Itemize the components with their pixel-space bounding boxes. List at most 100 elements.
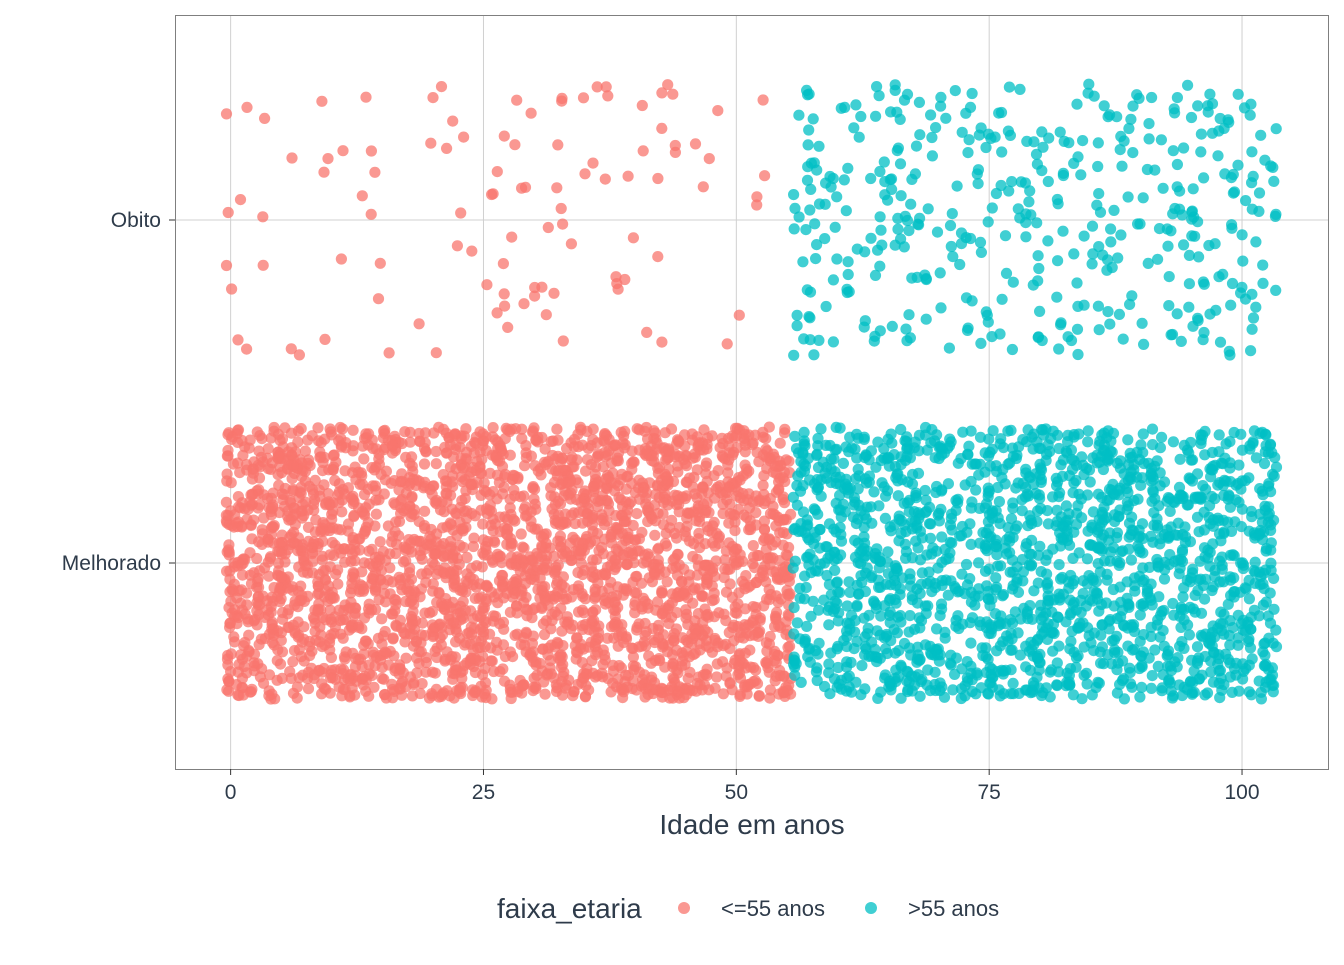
data-point: [1213, 515, 1224, 526]
data-point: [660, 427, 671, 438]
data-point: [557, 465, 568, 476]
data-point: [431, 446, 442, 457]
data-point: [731, 476, 742, 487]
data-point: [327, 506, 338, 517]
data-point: [369, 167, 380, 178]
data-point: [224, 549, 235, 560]
data-point: [1225, 615, 1236, 626]
data-point: [779, 427, 790, 438]
data-point: [915, 554, 926, 565]
data-point: [400, 555, 411, 566]
data-point: [1155, 632, 1166, 643]
data-point: [729, 525, 740, 536]
data-point: [870, 111, 881, 122]
data-point: [1119, 468, 1130, 479]
data-point: [812, 649, 823, 660]
data-point: [779, 572, 790, 583]
data-point: [823, 667, 834, 678]
data-point: [727, 541, 738, 552]
data-point: [1047, 491, 1058, 502]
data-point: [1192, 641, 1203, 652]
data-point: [390, 599, 401, 610]
data-point: [1134, 691, 1145, 702]
data-point: [575, 639, 586, 650]
data-point: [373, 448, 384, 459]
data-point: [900, 553, 911, 564]
data-point: [342, 673, 353, 684]
data-point: [288, 460, 299, 471]
data-point: [316, 523, 327, 534]
data-point: [935, 677, 946, 688]
data-point: [896, 459, 907, 470]
data-point: [903, 309, 914, 320]
data-point: [812, 566, 823, 577]
data-point: [404, 567, 415, 578]
data-point: [549, 607, 560, 618]
data-point: [452, 240, 463, 251]
data-point: [477, 561, 488, 572]
data-point: [910, 168, 921, 179]
data-point: [543, 222, 554, 233]
data-point: [922, 445, 933, 456]
data-point: [1042, 235, 1053, 246]
data-point: [507, 591, 518, 602]
data-point: [433, 691, 444, 702]
data-point: [946, 513, 957, 524]
data-point: [1137, 472, 1148, 483]
data-point: [1245, 345, 1256, 356]
data-point: [935, 441, 946, 452]
data-point: [850, 677, 861, 688]
data-point: [1154, 223, 1165, 234]
data-point: [359, 489, 370, 500]
data-point: [997, 294, 1008, 305]
data-point: [895, 424, 906, 435]
data-point: [792, 320, 803, 331]
data-point: [609, 440, 620, 451]
data-point: [920, 485, 931, 496]
data-point: [336, 441, 347, 452]
data-point: [456, 453, 467, 464]
data-point: [1024, 600, 1035, 611]
data-point: [315, 451, 326, 462]
data-point: [773, 620, 784, 631]
data-point: [316, 667, 327, 678]
data-point: [656, 123, 667, 134]
data-point: [914, 612, 925, 623]
data-point: [921, 680, 932, 691]
data-point: [391, 621, 402, 632]
data-point: [909, 442, 920, 453]
data-point: [599, 519, 610, 530]
data-point: [1254, 187, 1265, 198]
data-point: [1104, 319, 1115, 330]
data-point: [545, 662, 556, 673]
data-point: [850, 99, 861, 110]
data-point: [915, 691, 926, 702]
data-point: [1265, 674, 1276, 685]
data-point: [831, 191, 842, 202]
data-point: [427, 667, 438, 678]
data-point: [518, 543, 529, 554]
data-point: [1213, 653, 1224, 664]
data-point: [937, 580, 948, 591]
data-point: [1136, 651, 1147, 662]
data-point: [856, 505, 867, 516]
data-point: [521, 646, 532, 657]
data-point: [470, 593, 481, 604]
data-point: [530, 460, 541, 471]
data-point: [997, 590, 1008, 601]
data-point: [1017, 505, 1028, 516]
data-point: [789, 203, 800, 214]
data-point: [904, 506, 915, 517]
data-point: [232, 557, 243, 568]
data-point: [1212, 150, 1223, 161]
data-point: [812, 509, 823, 520]
data-point: [1244, 593, 1255, 604]
data-point: [1196, 630, 1207, 641]
data-point: [1053, 641, 1064, 652]
data-point: [1065, 663, 1076, 674]
data-point: [378, 546, 389, 557]
data-point: [902, 476, 913, 487]
data-point: [890, 648, 901, 659]
data-point: [307, 567, 318, 578]
